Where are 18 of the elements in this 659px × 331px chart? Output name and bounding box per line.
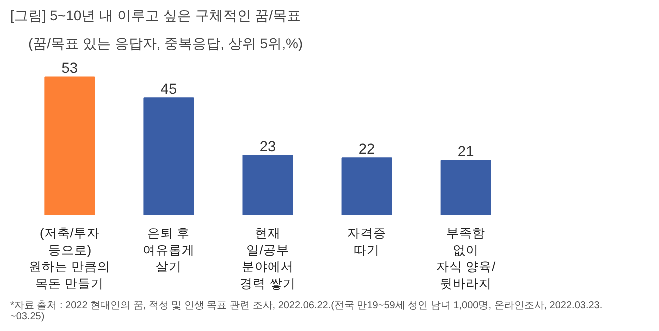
bar [440,160,492,216]
x-tick-label: (저축/투자 등으로) 원하는 만큼의 목돈 만들기 [29,226,111,291]
x-tick-label: 부족함 없이 자식 양육/ 뒷바라지 [436,226,496,291]
bar [242,155,294,216]
chart-title: [그림] 5~10년 내 이루고 싶은 구체적인 꿈/목표 [10,8,302,24]
data-label: 22 [358,142,376,158]
chart-subtitle: (꿈/목표 있는 응답자, 중복응답, 상위 5위,%) [28,36,304,52]
x-tick-label: 자격증 따기 [348,226,387,258]
data-label: 23 [260,140,276,156]
x-tick-label: 현재 일/공부 분야에서 경력 쌓기 [240,226,296,291]
data-label: 21 [458,144,474,161]
x-tick-label: 은퇴 후 여유롭게 살기 [142,226,195,274]
text: *자료 출처 : 2022 현대인의 꿈, 적성 및 인생 목표 관련 조사, 2022.06.22.(전국 만19~59세 성인 남녀 1,000명, 온라인조사, 2022.03.23. ~03.25) [10,300,603,322]
data-label: 45 [160,82,178,98]
bar [342,158,392,216]
bar [44,76,96,216]
bar [144,98,194,216]
data-label: 53 [62,61,78,78]
